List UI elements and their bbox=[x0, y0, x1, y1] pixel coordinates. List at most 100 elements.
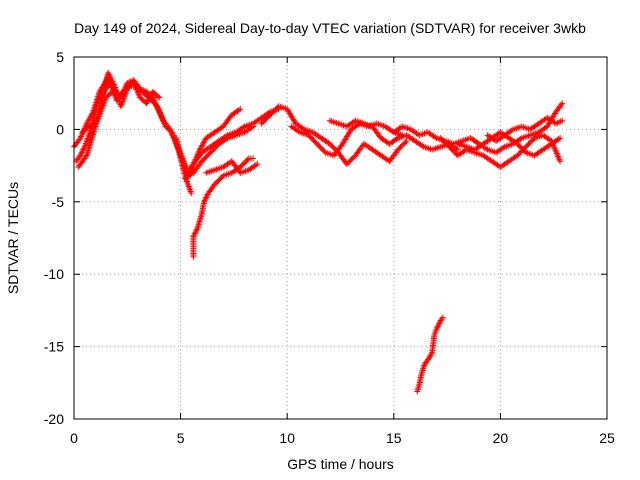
y-tick-label: 0 bbox=[56, 121, 64, 137]
x-tick-label: 15 bbox=[386, 430, 402, 446]
data-point bbox=[244, 156, 251, 163]
data-point bbox=[500, 144, 507, 151]
data-point bbox=[436, 320, 443, 327]
data-point bbox=[106, 72, 113, 79]
series-arc-4 bbox=[79, 69, 163, 136]
data-point bbox=[76, 136, 83, 143]
data-point bbox=[248, 124, 255, 131]
data-point bbox=[403, 137, 410, 144]
x-tick-label: 20 bbox=[493, 430, 509, 446]
data-point bbox=[109, 78, 116, 85]
plot-border bbox=[73, 56, 608, 420]
data-point bbox=[453, 145, 460, 152]
data-point bbox=[80, 145, 87, 152]
data-point bbox=[439, 314, 446, 321]
data-point bbox=[191, 230, 198, 237]
series-arc-10 bbox=[258, 103, 410, 168]
data-point bbox=[299, 125, 306, 132]
series-arc-13 bbox=[390, 100, 566, 156]
data-point bbox=[105, 71, 112, 78]
data-point bbox=[252, 162, 259, 169]
x-axis-label: GPS time / hours bbox=[287, 456, 394, 472]
series-arc-9 bbox=[203, 158, 261, 176]
data-point bbox=[108, 77, 115, 84]
data-point bbox=[559, 100, 566, 107]
axis-tick-labels: 0 5 10 15 20 25 5 0 -5 -10 -15 -20 bbox=[44, 49, 615, 446]
data-point bbox=[203, 193, 210, 200]
data-point bbox=[432, 134, 439, 141]
series-arc-16 bbox=[454, 129, 564, 159]
series-arc-8 bbox=[190, 155, 257, 260]
data-point bbox=[223, 136, 230, 143]
data-point bbox=[555, 136, 562, 143]
data-point bbox=[237, 106, 244, 113]
data-point bbox=[438, 316, 445, 323]
data-point bbox=[427, 353, 434, 360]
data-point bbox=[557, 135, 564, 142]
data-point bbox=[428, 350, 435, 357]
data-point bbox=[193, 227, 200, 234]
data-point bbox=[105, 69, 112, 76]
data-point bbox=[483, 145, 490, 152]
data-point bbox=[190, 233, 197, 240]
data-point bbox=[201, 197, 208, 204]
data-point bbox=[434, 323, 441, 330]
data-point bbox=[559, 117, 566, 124]
series-arc-5 bbox=[173, 106, 244, 179]
axis-ticks bbox=[73, 56, 608, 420]
data-point bbox=[420, 363, 427, 370]
data-point bbox=[165, 124, 172, 131]
y-axis-label: SDTVAR / TECUs bbox=[5, 181, 21, 295]
data-point bbox=[402, 139, 409, 146]
data-point bbox=[517, 136, 524, 143]
series-arc-15 bbox=[484, 114, 566, 144]
series-arc-7 bbox=[181, 123, 257, 182]
data-point bbox=[202, 195, 209, 202]
data-point bbox=[558, 101, 565, 108]
grid bbox=[74, 57, 607, 419]
y-tick-label: -20 bbox=[44, 411, 64, 427]
y-tick-label: -15 bbox=[44, 339, 64, 355]
data-point bbox=[193, 226, 200, 233]
data-point bbox=[79, 148, 86, 155]
x-tick-label: 0 bbox=[70, 430, 78, 446]
data-point bbox=[110, 80, 117, 87]
data-point bbox=[250, 155, 257, 162]
data-point bbox=[203, 194, 210, 201]
data-point bbox=[78, 149, 85, 156]
data-point bbox=[82, 153, 89, 160]
chart-title: Day 149 of 2024, Sidereal Day-to-day VTE… bbox=[74, 20, 586, 36]
data-point bbox=[188, 190, 195, 197]
y-tick-label: 5 bbox=[56, 49, 64, 65]
data-point bbox=[434, 324, 441, 331]
series-arc-17 bbox=[414, 314, 446, 395]
x-tick-label: 10 bbox=[279, 430, 295, 446]
data-point bbox=[250, 123, 257, 130]
data-point bbox=[181, 164, 188, 171]
series-arc-11 bbox=[288, 120, 406, 159]
x-tick-label: 25 bbox=[599, 430, 615, 446]
data-point bbox=[433, 326, 440, 333]
data-point bbox=[77, 152, 84, 159]
data-point bbox=[192, 229, 199, 236]
plot-data bbox=[71, 69, 566, 395]
x-tick-label: 5 bbox=[177, 430, 185, 446]
data-point bbox=[556, 119, 563, 126]
data-point bbox=[240, 124, 247, 131]
data-point bbox=[427, 352, 434, 359]
data-point bbox=[107, 75, 114, 82]
data-point bbox=[107, 74, 114, 81]
data-point bbox=[110, 81, 117, 88]
y-tick-label: -10 bbox=[44, 266, 64, 282]
data-point bbox=[235, 107, 242, 114]
data-point bbox=[201, 198, 208, 205]
data-point bbox=[155, 93, 162, 100]
data-point bbox=[78, 151, 85, 158]
data-point bbox=[393, 136, 400, 143]
data-point bbox=[295, 128, 302, 135]
data-point bbox=[454, 146, 461, 153]
data-point bbox=[508, 127, 515, 134]
data-point bbox=[254, 161, 261, 168]
y-tick-label: -5 bbox=[52, 194, 65, 210]
